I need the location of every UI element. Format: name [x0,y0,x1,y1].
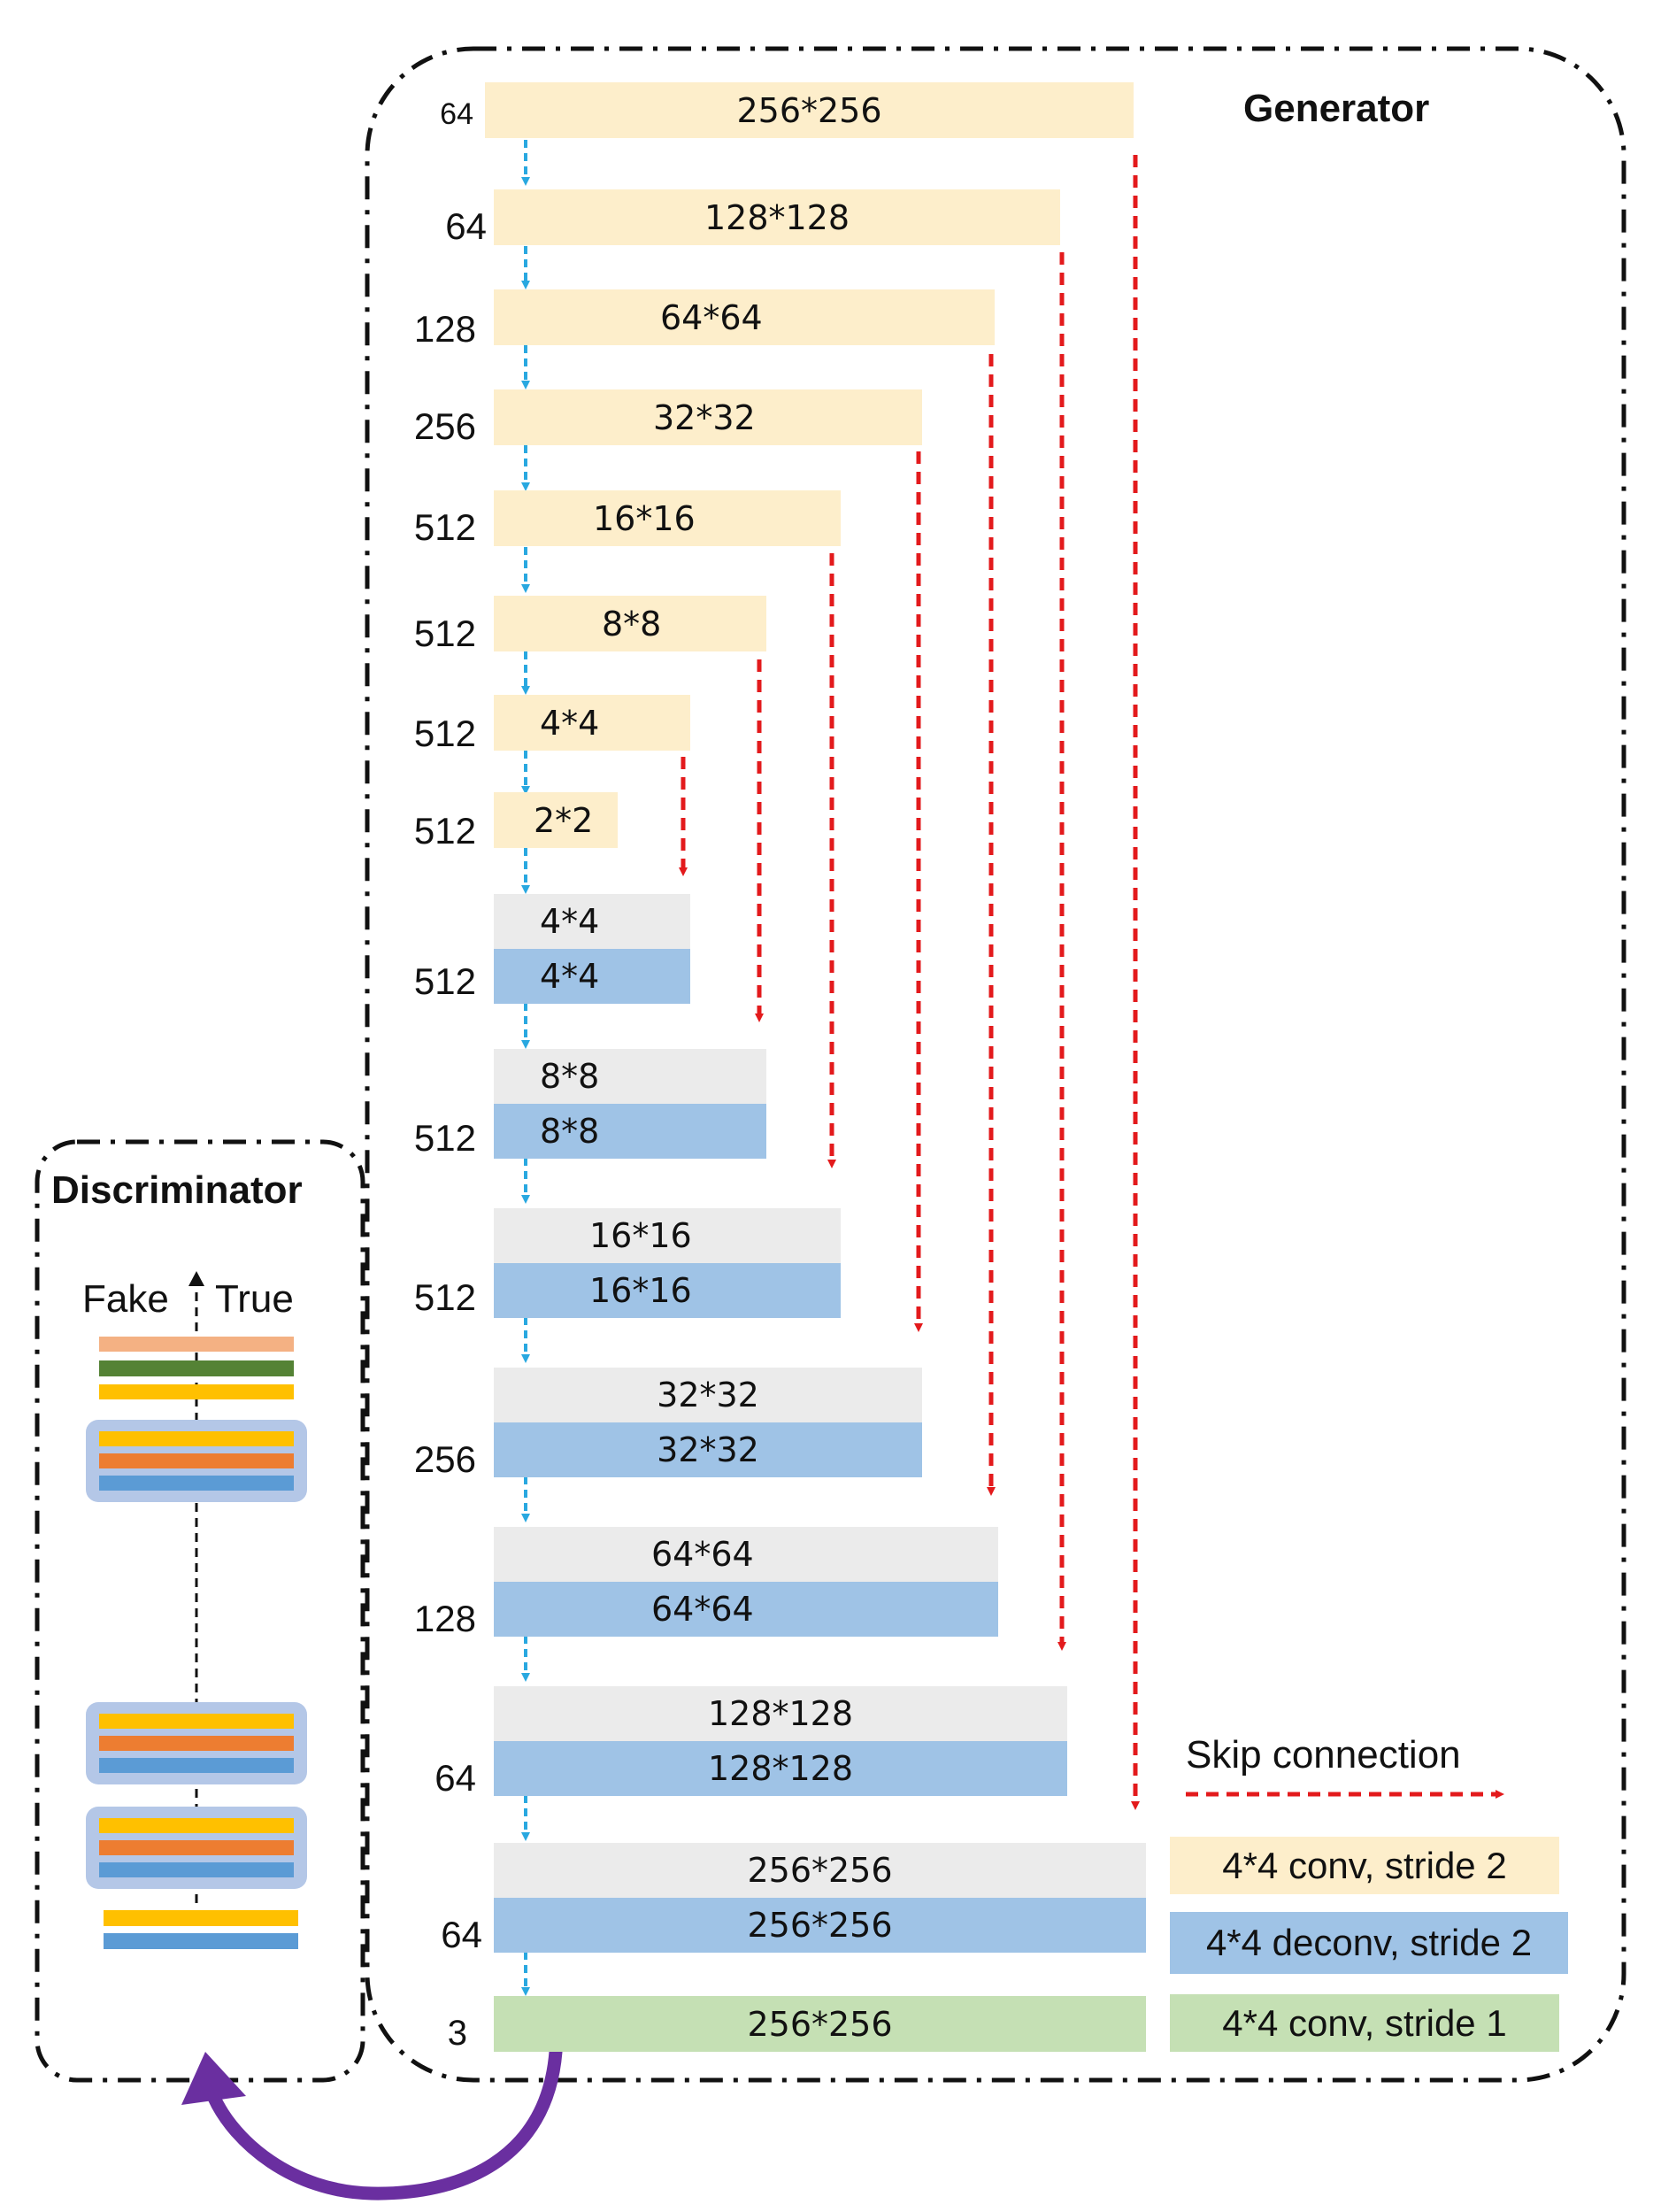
discriminator-layers [86,1337,307,1949]
channel-label: 3 [447,2014,467,2053]
channel-label: 128 [413,308,476,350]
decoder-deconv-block: 256*256 [494,1898,1146,1953]
channel-label: 512 [413,506,476,548]
encoder-block: 64*64 [494,289,995,345]
channel-label: 512 [413,1276,476,1318]
output-block: 256*256 [494,1996,1146,2052]
generator-frame [365,46,1626,2083]
disc-layer-orange [99,1736,294,1751]
channel-label: 512 [413,713,476,754]
disc-layer-yellow [99,1431,294,1446]
discriminator-title: Discriminator [51,1168,303,1212]
discriminator-arrow-head [188,1271,204,1286]
encoder-block: 128*128 [494,189,1060,245]
decoder-upsample-block: 128*128 [494,1686,1067,1741]
decoder-upsample-block: 16*16 [494,1208,841,1263]
disc-layer-blue [99,1758,294,1773]
discriminator-fake-label: Fake [82,1277,169,1321]
decoder-deconv-block: 64*64 [494,1582,998,1637]
channel-label: 512 [413,1117,476,1159]
encoder-block: 4*4 [494,695,690,751]
disc-layer-peach [99,1337,294,1352]
channel-label: 512 [413,613,476,654]
channel-label: 64 [434,1757,476,1799]
disc-layer-orange [99,1453,294,1468]
decoder-deconv-block: 128*128 [494,1741,1067,1796]
disc-layer-yellow [99,1818,294,1833]
decoder-deconv-block: 16*16 [494,1263,841,1318]
encoder-block: 8*8 [494,596,766,651]
disc-layer-blue [99,1862,294,1877]
channel-label: 256 [413,405,476,447]
discriminator-true-label: True [215,1277,294,1321]
disc-layer-blue [99,1476,294,1491]
channel-label: 256 [413,1438,476,1480]
generator-title: Generator [1243,87,1430,130]
decoder-deconv-block: 4*4 [494,949,690,1004]
channel-label: 512 [413,810,476,852]
legend-deconv-stride2: 4*4 deconv, stride 2 [1170,1912,1568,1974]
encoder-block: 2*2 [494,792,618,848]
disc-layer-yellow [99,1714,294,1729]
disc-layer-blue [104,1933,298,1949]
decoder-upsample-block: 8*8 [494,1049,766,1104]
legend-conv-stride1: 4*4 conv, stride 1 [1170,1994,1559,2052]
encoder-block: 32*32 [494,389,922,445]
legend-skip-label: Skip connection [1186,1733,1461,1777]
channel-label: 128 [413,1598,476,1639]
channel-label: 64 [445,205,487,247]
decoder-upsample-block: 32*32 [494,1368,922,1422]
encoder-block: 16*16 [494,490,841,546]
feedback-arrow [207,2045,563,2200]
decoder-deconv-block: 8*8 [494,1104,766,1159]
skip-connections [679,155,1140,1810]
decoder-upsample-block: 4*4 [494,894,690,949]
encoder-block: 256*256 [485,82,1134,138]
disc-layer-yellow [104,1910,298,1926]
decoder-deconv-block: 32*32 [494,1422,922,1477]
channel-label: 512 [413,960,476,1002]
feedback-arrow-head [181,2052,246,2105]
channel-label: 64 [441,1914,482,1955]
decoder-upsample-block: 64*64 [494,1527,998,1582]
disc-layer-orange [99,1840,294,1855]
disc-layer-yellow [99,1384,294,1399]
decoder-upsample-block: 256*256 [494,1843,1146,1898]
disc-layer-green [99,1360,294,1376]
discriminator-frame [35,1139,365,2083]
legend-conv-stride2: 4*4 conv, stride 2 [1170,1837,1559,1894]
channel-label: 64 [440,97,473,131]
